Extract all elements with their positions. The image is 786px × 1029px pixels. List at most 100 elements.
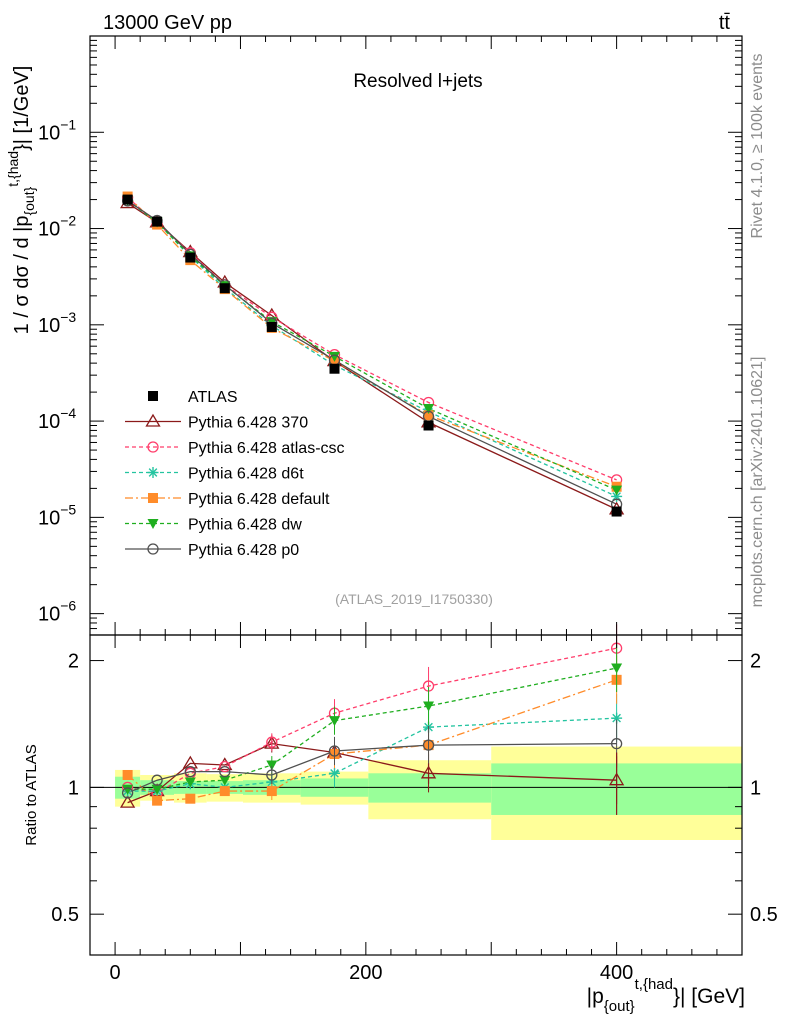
star-stroke [612,713,621,723]
x-axis-label: |p{out}t,{had}| [GeV] [587,976,745,1015]
tick-exponent: −6 [60,598,76,614]
ratio-y-tick-label-right: 2 [750,651,761,673]
marker-ratio-pythia-6-428-p0 [328,745,341,757]
marker-main-atlas [185,252,196,263]
legend-marker [145,413,161,427]
tick-mantissa: 10 [38,604,60,626]
marker-ratio-pythia-6-428-atlas-csc [266,736,278,748]
marker-main-atlas [423,420,434,431]
legend-entry: Pythia 6.428 dw [125,517,302,534]
main-y-tick-label: 10−1 [38,116,76,144]
marker-ratio-pythia-6-428-p0 [266,769,278,781]
header-left-title: 13000 GeV pp [103,12,232,34]
series-line-main-pythia-6-428-dw [127,199,617,491]
tick-mantissa: 10 [38,507,60,529]
legend-marker [148,391,158,401]
marker-ratio-pythia-6-428-p0 [422,739,435,751]
legend-marker [147,543,159,555]
marker-ratio-pythia-6-428-p0 [219,765,231,778]
marker-ratio-pythia-6-428-370 [119,794,136,808]
legend-label: ATLAS [188,389,238,406]
main-y-tick-label: 10−3 [38,309,76,337]
legend-label: Pythia 6.428 dw [188,517,302,534]
series-markers [119,191,625,815]
marker-ratio-pythia-6-428-default [185,793,196,804]
tick-mantissa: 10 [38,122,60,144]
legend-marker [147,467,159,478]
marker-ratio-pythia-6-428-dw [423,701,435,712]
marker-ratio-pythia-6-428-dw [219,775,231,786]
marker-ratio-pythia-6-428-p0 [151,774,163,786]
series-line-ratio-pythia-6-428-d6t [127,717,617,792]
marker-main-atlas [152,216,163,227]
marker-ratio-pythia-6-428-dw [122,784,134,795]
side-label-top: Rivet 4.1.0, ≥ 100k events [749,54,766,239]
marker-main-pythia-6-428-dw [611,485,623,496]
tick-exponent: −5 [60,501,76,517]
main-y-axis-label: 1 / σ dσ / d |p{out}t,{had}| [1/GeV] [5,66,37,335]
marker-ratio-pythia-6-428-p0 [610,737,623,750]
main-y-tick-label: 10−6 [38,598,76,626]
legend-label: Pythia 6.428 d6t [188,466,304,483]
analysis-id: (ATLAS_2019_I1750330) [335,591,493,607]
legend-entry: Pythia 6.428 d6t [125,466,304,483]
tick-mantissa: 10 [38,315,60,337]
legend-entry: ATLAS [148,389,238,406]
marker-main-pythia-6-428-dw [329,351,340,362]
marker-main-atlas [122,194,133,205]
legend-entry: Pythia 6.428 atlas-csc [125,440,345,457]
header-right-title: tt̄ [719,12,731,34]
marker-ratio-pythia-6-428-dw [329,716,340,727]
marker-main-pythia-6-428-default [423,410,434,421]
legend-marker [148,493,158,503]
x-tick-label: 400 [600,962,633,984]
marker-ratio-pythia-6-428-d6t [329,767,340,779]
tick-mantissa: 10 [38,219,60,241]
marker-ratio-pythia-6-428-dw [151,784,163,795]
series-line-ratio-pythia-6-428-370 [127,742,617,804]
legend: ATLAS Pythia 6.428 370 Pythia 6.428 atlas-… [125,389,345,559]
legend-label: Pythia 6.428 p0 [188,542,299,559]
x-tick-label: 200 [349,962,382,984]
star-stroke [148,468,158,477]
legend-marker [147,519,159,529]
legend-label: Pythia 6.428 atlas-csc [188,440,345,457]
marker-ratio-pythia-6-428-atlas-csc [219,760,231,773]
legend-label: Pythia 6.428 default [188,491,330,508]
series-line-ratio-pythia-6-428-p0 [127,742,617,794]
marker-ratio-pythia-6-428-default [219,786,230,797]
legend-label: Pythia 6.428 370 [188,415,308,432]
ratio-y-tick-label-left: 1 [68,777,79,799]
tick-exponent: −1 [60,116,76,132]
tick-labels: 10−610−510−410−310−210−10.5 0.51 12 20 200 40… [38,116,778,984]
marker-main-atlas [266,321,277,332]
legend-entry: Pythia 6.428 p0 [125,542,299,559]
series-line-ratio-pythia-6-428-dw [127,667,617,790]
tick-exponent: −3 [60,309,76,325]
plot-label: Resolved l+jets [353,71,482,92]
marker-main-atlas [329,363,340,374]
marker-main-atlas [611,506,622,517]
ratio-y-tick-label-right: 0.5 [750,904,778,926]
legend-marker [147,441,159,453]
marker-main-atlas [219,283,230,294]
marker-ratio-pythia-6-428-370 [217,757,233,771]
marker-ratio-pythia-6-428-default [122,769,133,780]
axis-ticks [90,35,743,955]
marker-ratio-pythia-6-428-default [152,795,163,806]
marker-ratio-pythia-6-428-dw [184,777,196,788]
marker-ratio-pythia-6-428-dw [611,663,623,674]
marker-ratio-pythia-6-428-p0 [184,765,196,778]
legend-entry: Pythia 6.428 default [125,491,330,508]
main-y-tick-label: 10−5 [38,501,76,529]
star-stroke [330,768,339,778]
main-y-tick-label: 10−2 [38,213,76,241]
marker-ratio-pythia-6-428-p0 [121,787,134,799]
tick-exponent: −2 [60,213,76,229]
legend-entry: Pythia 6.428 370 [125,413,308,432]
tick-exponent: −4 [60,405,76,421]
main-y-tick-label: 10−4 [38,405,76,433]
ratio-y-tick-label-left: 2 [68,651,79,673]
